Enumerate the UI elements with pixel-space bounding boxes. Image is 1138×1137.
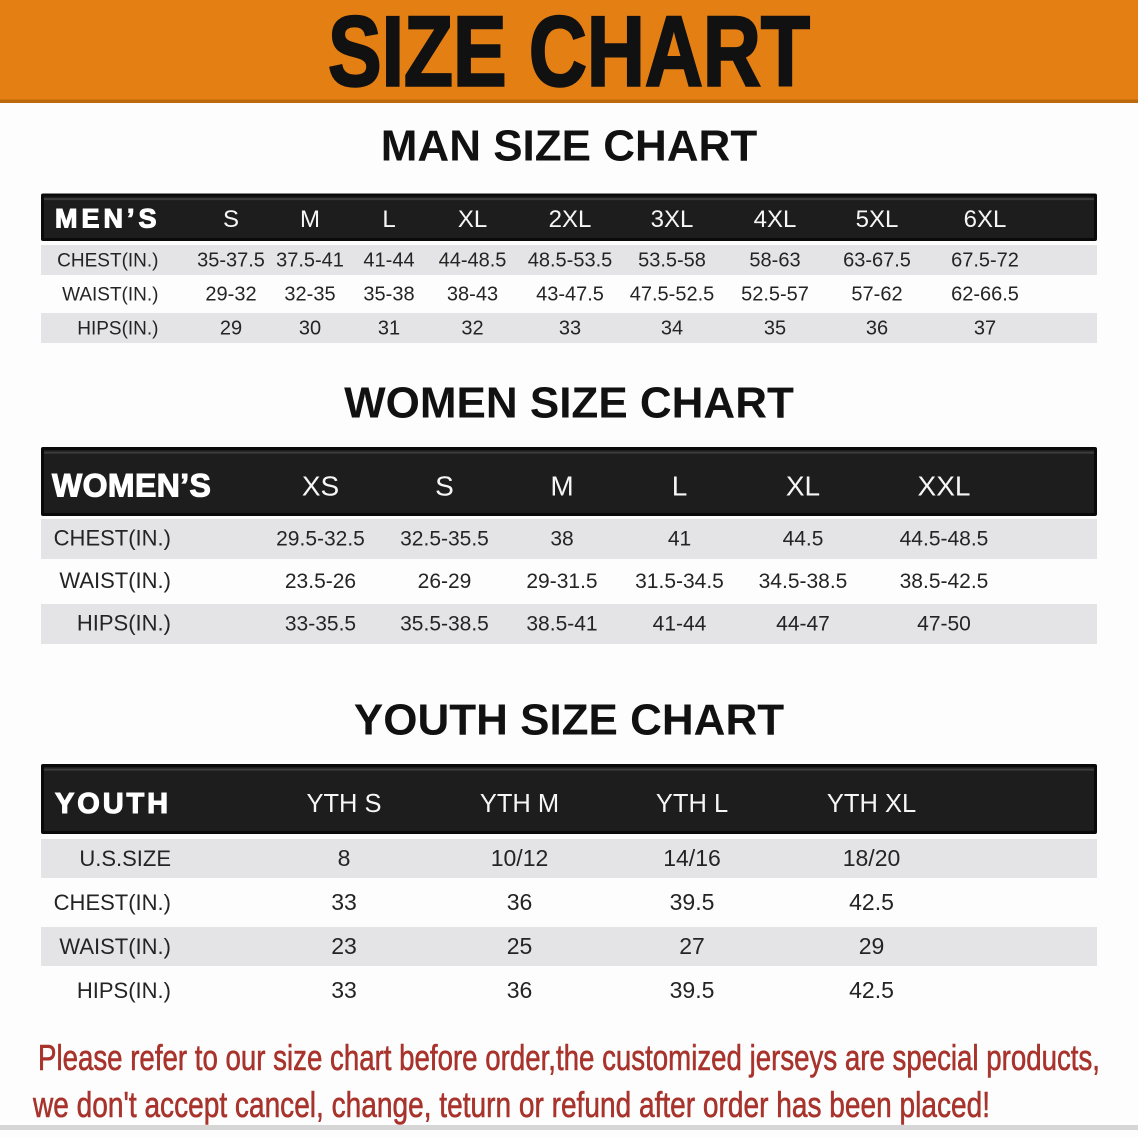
svg-text:35-38: 35-38 xyxy=(363,283,414,305)
svg-text:CHEST(IN.): CHEST(IN.) xyxy=(57,250,158,271)
svg-text:44.5-48.5: 44.5-48.5 xyxy=(900,528,989,551)
svg-text:8: 8 xyxy=(338,845,351,871)
svg-text:29.5-32.5: 29.5-32.5 xyxy=(276,528,365,551)
svg-text:47-50: 47-50 xyxy=(917,613,971,636)
svg-text:41-44: 41-44 xyxy=(653,613,707,636)
svg-text:32.5-35.5: 32.5-35.5 xyxy=(400,528,489,551)
svg-text:YTH M: YTH M xyxy=(480,790,559,818)
svg-text:WOMEN SIZE CHART: WOMEN SIZE CHART xyxy=(344,379,794,428)
svg-text:34.5-38.5: 34.5-38.5 xyxy=(759,570,848,593)
svg-text:47.5-52.5: 47.5-52.5 xyxy=(630,283,715,305)
svg-text:33: 33 xyxy=(331,889,357,915)
svg-text:M: M xyxy=(300,206,320,233)
svg-text:52.5-57: 52.5-57 xyxy=(741,283,809,305)
svg-text:YTH L: YTH L xyxy=(656,790,728,818)
svg-text:38: 38 xyxy=(550,528,573,551)
svg-text:33: 33 xyxy=(559,317,581,339)
svg-text:HIPS(IN.): HIPS(IN.) xyxy=(77,318,158,339)
svg-text:36: 36 xyxy=(507,977,533,1003)
svg-text:L: L xyxy=(382,206,395,233)
svg-text:XXL: XXL xyxy=(918,471,971,502)
svg-text:HIPS(IN.): HIPS(IN.) xyxy=(77,611,171,636)
svg-text:38.5-41: 38.5-41 xyxy=(526,613,597,636)
svg-text:5XL: 5XL xyxy=(856,206,899,233)
svg-text:WAIST(IN.): WAIST(IN.) xyxy=(59,934,171,959)
svg-text:39.5: 39.5 xyxy=(670,889,715,915)
svg-text:YOUTH SIZE CHART: YOUTH SIZE CHART xyxy=(354,696,784,745)
svg-text:32-35: 32-35 xyxy=(284,283,335,305)
svg-text:62-66.5: 62-66.5 xyxy=(951,283,1019,305)
svg-text:38-43: 38-43 xyxy=(447,283,498,305)
svg-text:26-29: 26-29 xyxy=(418,570,472,593)
svg-text:2XL: 2XL xyxy=(549,206,592,233)
svg-text:29: 29 xyxy=(859,933,885,959)
svg-text:29-31.5: 29-31.5 xyxy=(526,570,597,593)
svg-text:35: 35 xyxy=(764,317,786,339)
svg-text:39.5: 39.5 xyxy=(670,977,715,1003)
svg-text:58-63: 58-63 xyxy=(749,249,800,271)
svg-text:35.5-38.5: 35.5-38.5 xyxy=(400,613,489,636)
svg-text:30: 30 xyxy=(299,317,321,339)
svg-text:37.5-41: 37.5-41 xyxy=(276,249,344,271)
svg-text:37: 37 xyxy=(974,317,996,339)
svg-text:32: 32 xyxy=(461,317,483,339)
svg-text:29-32: 29-32 xyxy=(205,283,256,305)
svg-text:WOMEN’S: WOMEN’S xyxy=(52,468,211,504)
svg-text:33: 33 xyxy=(331,977,357,1003)
svg-text:S: S xyxy=(223,206,239,233)
svg-text:23.5-26: 23.5-26 xyxy=(285,570,356,593)
svg-text:41-44: 41-44 xyxy=(363,249,414,271)
svg-text:44.5: 44.5 xyxy=(783,528,824,551)
svg-text:WAIST(IN.): WAIST(IN.) xyxy=(59,568,171,593)
svg-text:4XL: 4XL xyxy=(754,206,797,233)
svg-text:33-35.5: 33-35.5 xyxy=(285,613,356,636)
svg-text:67.5-72: 67.5-72 xyxy=(951,249,1019,271)
svg-text:YTH XL: YTH XL xyxy=(827,790,916,818)
svg-text:36: 36 xyxy=(866,317,888,339)
svg-text:HIPS(IN.): HIPS(IN.) xyxy=(77,978,171,1003)
svg-text:41: 41 xyxy=(668,528,691,551)
svg-text:Please refer to our size chart: Please refer to our size chart before or… xyxy=(38,1037,1100,1078)
svg-text:3XL: 3XL xyxy=(651,206,694,233)
svg-text:57-62: 57-62 xyxy=(851,283,902,305)
svg-text:43-47.5: 43-47.5 xyxy=(536,283,604,305)
svg-text:10/12: 10/12 xyxy=(491,845,549,871)
svg-text:14/16: 14/16 xyxy=(663,845,721,871)
svg-text:44-48.5: 44-48.5 xyxy=(439,249,507,271)
svg-text:63-67.5: 63-67.5 xyxy=(843,249,911,271)
svg-text:YTH S: YTH S xyxy=(306,790,381,818)
svg-text:42.5: 42.5 xyxy=(849,889,894,915)
svg-text:L: L xyxy=(672,471,688,502)
svg-text:42.5: 42.5 xyxy=(849,977,894,1003)
svg-text:we don't accept cancel, change: we don't accept cancel, change, teturn o… xyxy=(32,1084,990,1125)
svg-text:YOUTH: YOUTH xyxy=(55,788,171,820)
svg-text:CHEST(IN.): CHEST(IN.) xyxy=(54,890,171,915)
svg-text:U.S.SIZE: U.S.SIZE xyxy=(79,846,171,871)
svg-text:CHEST(IN.): CHEST(IN.) xyxy=(54,526,171,551)
svg-text:31: 31 xyxy=(378,317,400,339)
svg-text:23: 23 xyxy=(331,933,357,959)
svg-text:27: 27 xyxy=(679,933,705,959)
svg-text:34: 34 xyxy=(661,317,683,339)
svg-text:XL: XL xyxy=(786,471,820,502)
svg-text:35-37.5: 35-37.5 xyxy=(197,249,265,271)
svg-text:MAN SIZE CHART: MAN SIZE CHART xyxy=(381,122,758,171)
svg-text:44-47: 44-47 xyxy=(776,613,830,636)
svg-text:38.5-42.5: 38.5-42.5 xyxy=(900,570,989,593)
svg-text:SIZE CHART: SIZE CHART xyxy=(328,0,810,107)
svg-text:XS: XS xyxy=(302,471,339,502)
svg-text:S: S xyxy=(435,471,454,502)
svg-text:36: 36 xyxy=(507,889,533,915)
svg-text:XL: XL xyxy=(458,206,487,233)
svg-text:18/20: 18/20 xyxy=(843,845,901,871)
svg-text:31.5-34.5: 31.5-34.5 xyxy=(635,570,724,593)
svg-text:6XL: 6XL xyxy=(964,206,1007,233)
svg-text:MEN’S: MEN’S xyxy=(55,204,161,234)
svg-text:29: 29 xyxy=(220,317,242,339)
svg-text:25: 25 xyxy=(507,933,533,959)
svg-text:WAIST(IN.): WAIST(IN.) xyxy=(62,284,158,305)
svg-text:M: M xyxy=(550,471,573,502)
svg-text:53.5-58: 53.5-58 xyxy=(638,249,706,271)
svg-text:48.5-53.5: 48.5-53.5 xyxy=(528,249,613,271)
